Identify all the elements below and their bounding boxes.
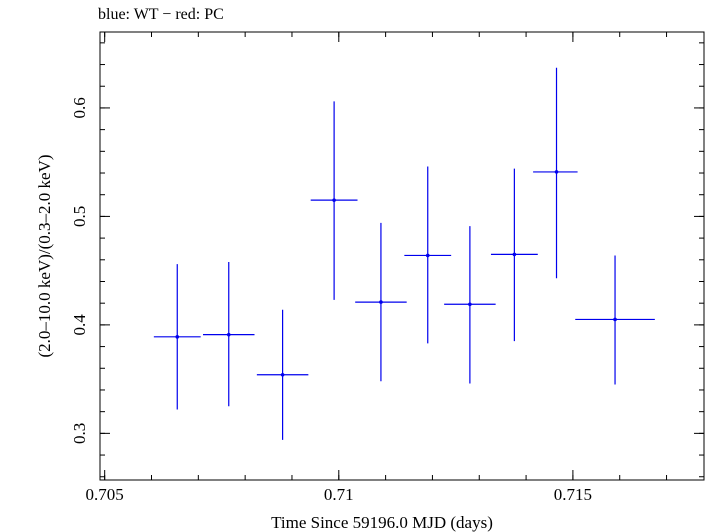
data-point [203, 261, 255, 407]
data-point [153, 264, 201, 410]
data-point [256, 309, 309, 440]
y-tick-label: 0.4 [70, 314, 89, 336]
point-marker [512, 252, 517, 257]
point-marker [613, 317, 617, 322]
x-tick-label: 0.705 [86, 485, 124, 504]
data-point [444, 226, 496, 384]
chart-title: blue: WT − red: PC [98, 6, 224, 23]
data-point [490, 168, 538, 342]
point-marker [468, 302, 472, 307]
point-marker [554, 170, 559, 174]
axis-ticks [100, 32, 704, 480]
data-point [355, 222, 407, 382]
point-marker [280, 372, 285, 377]
x-tick-label: 0.715 [554, 485, 592, 504]
point-marker [425, 253, 430, 258]
point-marker [226, 332, 231, 337]
y-axis-label: (2.0–10.0 keV)/(0.3–2.0 keV) [35, 154, 54, 357]
plot-frame [99, 31, 705, 481]
point-marker [379, 300, 383, 304]
y-tick-label: 0.3 [70, 423, 89, 444]
y-tick-label: 0.5 [70, 206, 89, 227]
point-marker [175, 335, 180, 339]
data-point [575, 255, 655, 385]
y-tick-label: 0.6 [70, 97, 89, 118]
data-points [153, 67, 655, 440]
point-marker [332, 198, 336, 202]
data-point [404, 166, 452, 344]
data-point [310, 101, 358, 300]
x-axis-label: Time Since 59196.0 MJD (days) [271, 513, 493, 532]
data-point [533, 67, 578, 279]
tick-labels: 0.705 0.71 0.715 0.3 0.4 0.5 0.6 [70, 97, 592, 504]
x-tick-label: 0.71 [324, 485, 354, 504]
